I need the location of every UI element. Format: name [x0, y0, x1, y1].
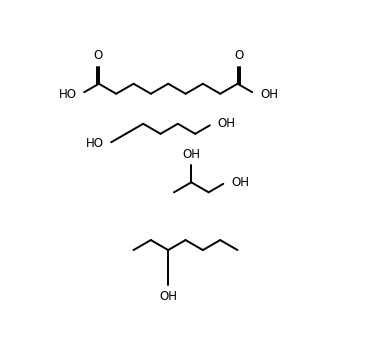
Text: O: O — [93, 49, 102, 62]
Text: O: O — [234, 49, 243, 62]
Text: OH: OH — [159, 290, 177, 303]
Text: OH: OH — [231, 176, 249, 189]
Text: OH: OH — [218, 117, 236, 130]
Text: HO: HO — [85, 137, 103, 150]
Text: HO: HO — [59, 88, 77, 101]
Text: OH: OH — [260, 88, 278, 101]
Text: OH: OH — [182, 148, 200, 161]
